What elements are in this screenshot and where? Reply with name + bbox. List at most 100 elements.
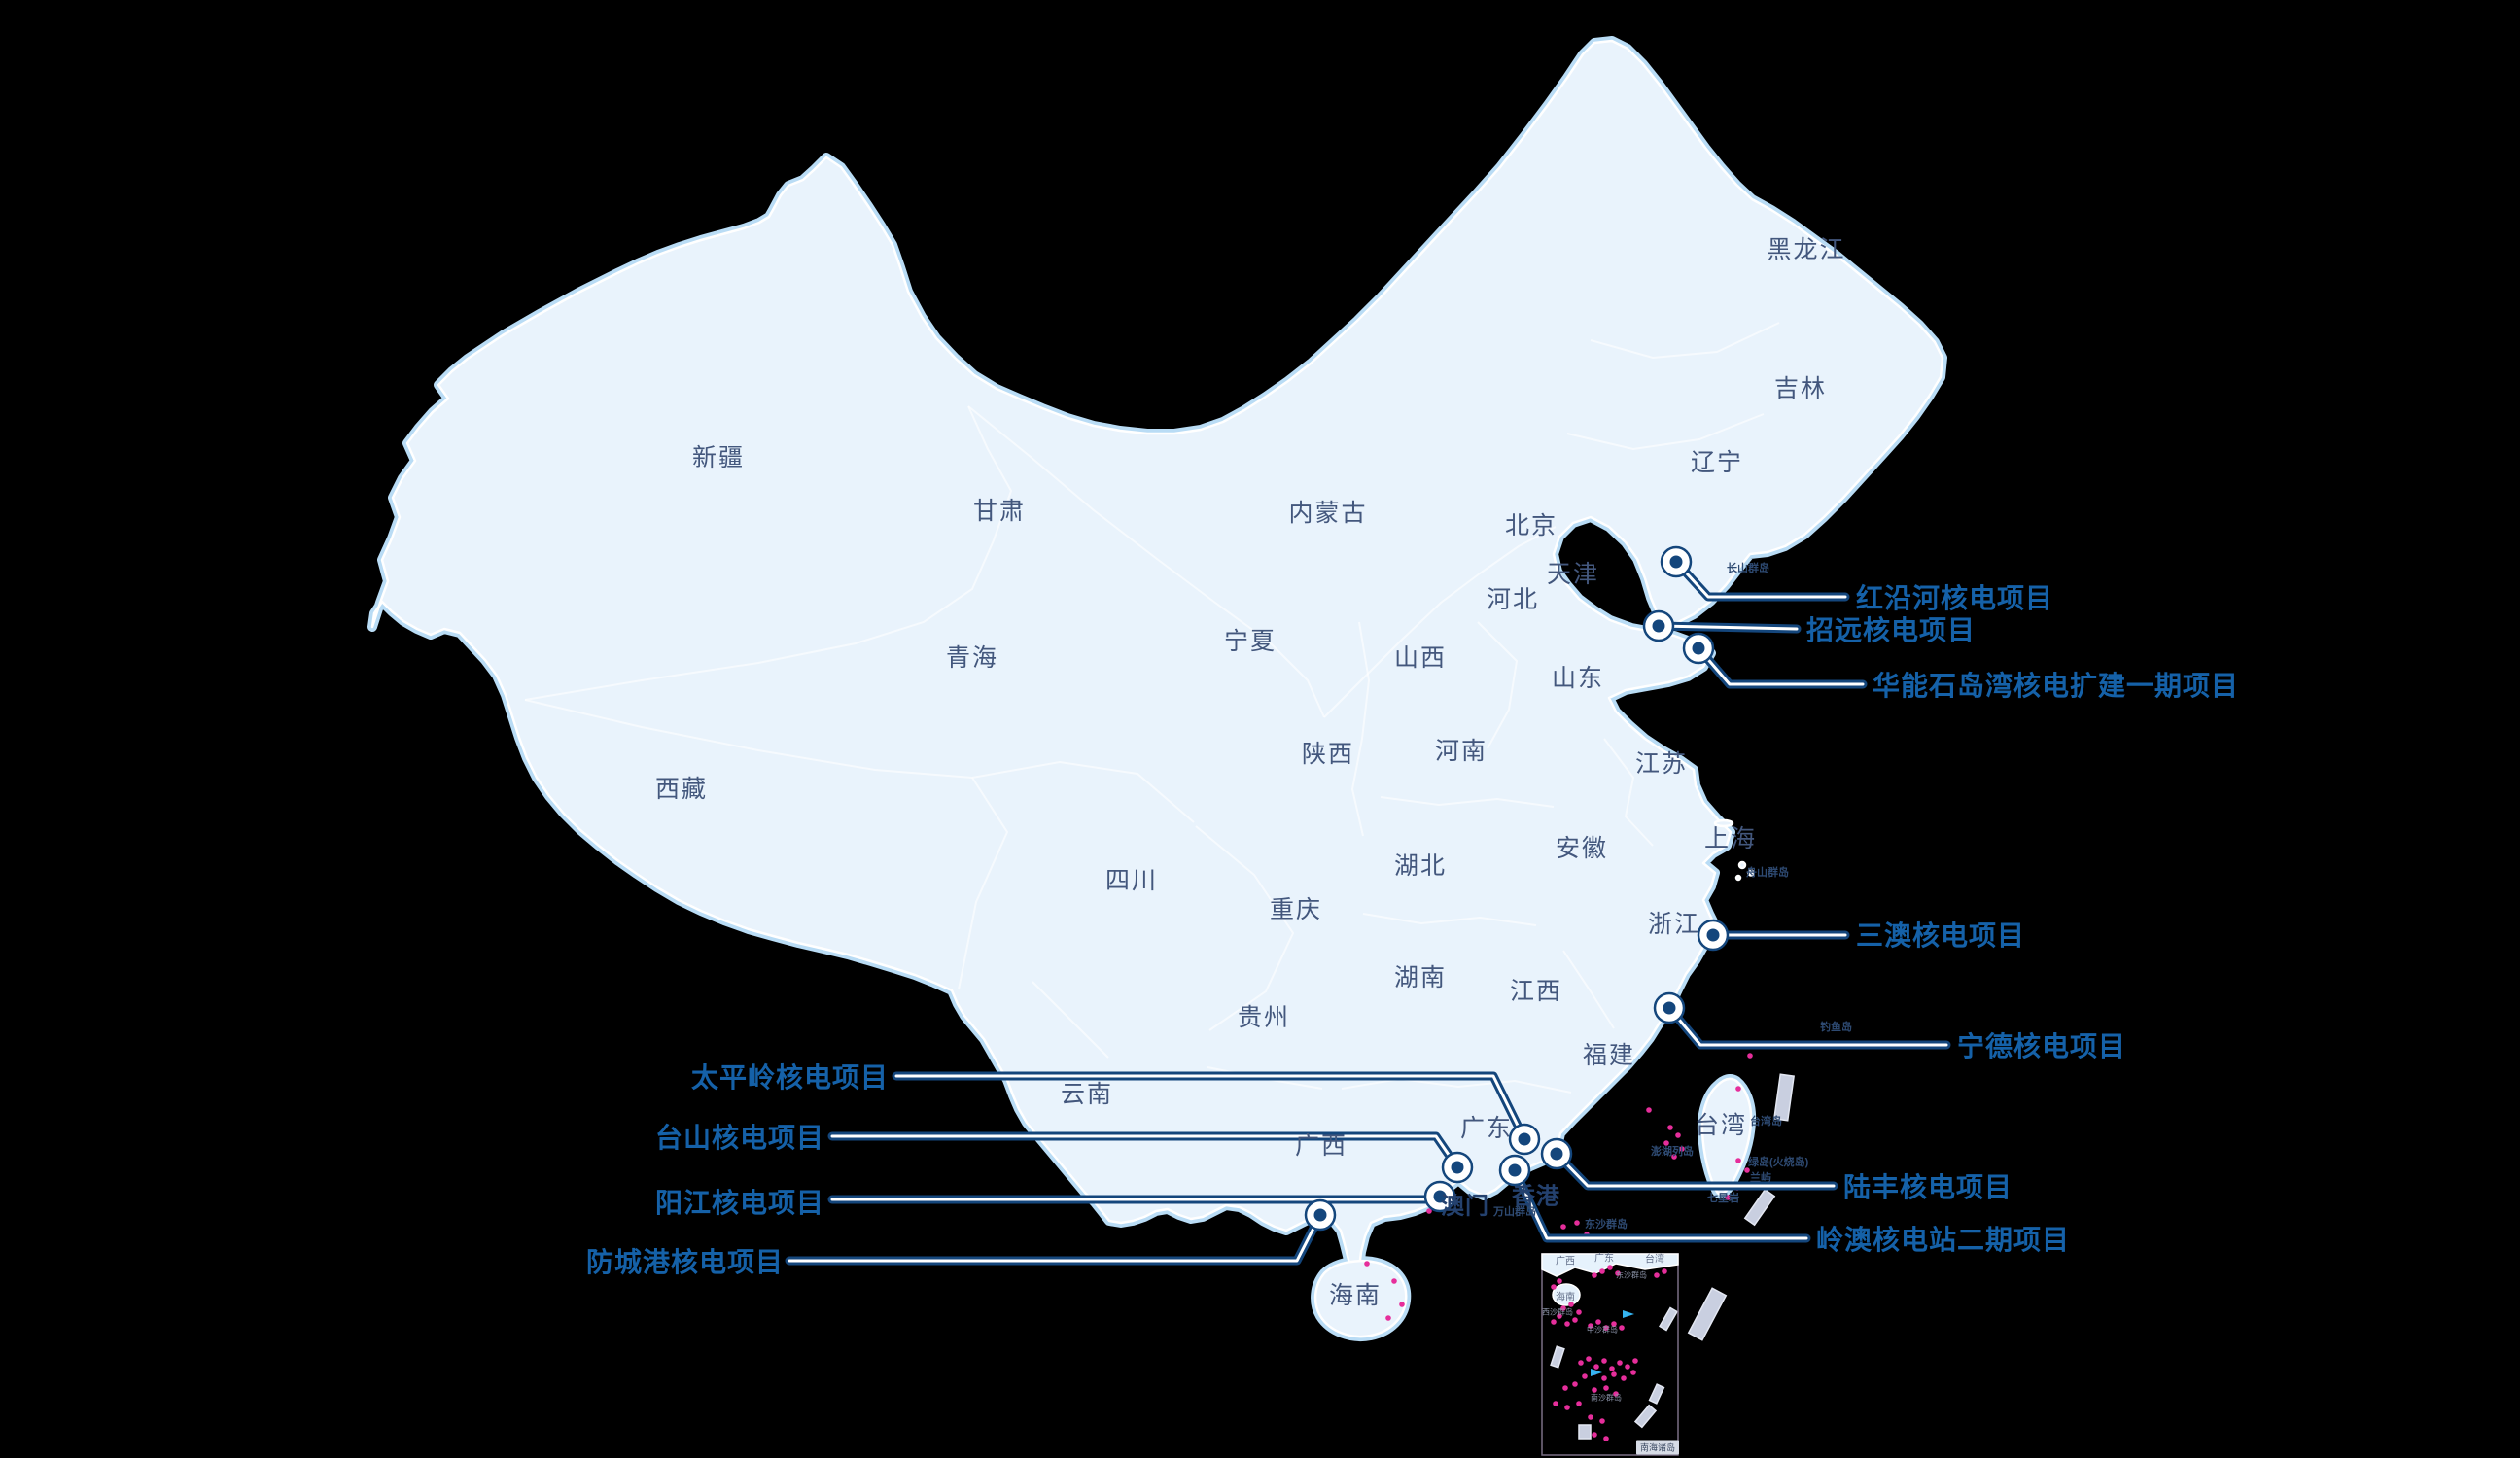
project-dot[interactable] [1540, 1137, 1573, 1170]
pink-island-marker [1667, 1125, 1673, 1130]
gray-3d-bar [1659, 1306, 1678, 1332]
pink-island-marker [1611, 1321, 1617, 1327]
pink-island-marker [1735, 1086, 1741, 1092]
pink-island-marker [1613, 1391, 1619, 1397]
island-label: 兰屿 [1750, 1172, 1771, 1184]
province-border-line [971, 760, 1195, 823]
province-label-河北: 河北 [1486, 586, 1540, 613]
project-label[interactable]: 红沿河核电项目 [1856, 583, 2054, 613]
region-label-澳门: 澳门 [1441, 1193, 1489, 1220]
gray-3d-bar [1550, 1345, 1565, 1369]
province-label-贵州: 贵州 [1237, 1004, 1291, 1031]
gray-3d-bar [1648, 1383, 1665, 1405]
pink-island-marker [1725, 1195, 1731, 1200]
project-label[interactable]: 阳江核电项目 [654, 1188, 824, 1218]
project-label[interactable]: 三澳核电项目 [1856, 920, 2026, 951]
province-label-重庆: 重庆 [1269, 896, 1323, 923]
island-label: 台湾岛 [1750, 1116, 1782, 1128]
project-label[interactable]: 陆丰核电项目 [1843, 1172, 2013, 1202]
province-border-line [524, 699, 973, 779]
leader-line-casing [1664, 1003, 1951, 1050]
project-dot-center [1451, 1161, 1464, 1174]
project-dot[interactable] [1508, 1123, 1541, 1156]
pink-island-marker [1592, 1387, 1597, 1393]
project-dot[interactable] [1660, 545, 1693, 578]
pink-island-markers [1364, 1053, 1753, 1441]
project-label[interactable]: 防城港核电项目 [585, 1247, 784, 1277]
inset-micro-label: 中沙群岛 [1587, 1325, 1618, 1335]
province-label-江苏: 江苏 [1634, 750, 1689, 778]
pink-island-marker [1576, 1309, 1582, 1315]
project-dot[interactable] [1498, 1154, 1531, 1187]
province-label-湖南: 湖南 [1393, 964, 1448, 991]
leader-line-core [1657, 624, 1799, 631]
province-label-湖北: 湖北 [1393, 852, 1448, 880]
project-label[interactable]: 宁德核电项目 [1957, 1031, 2127, 1061]
province-borders [524, 322, 1780, 1094]
inset-micro-label: 东沙群岛 [1616, 1270, 1647, 1280]
pink-island-marker [1592, 1272, 1597, 1278]
project-dot[interactable] [1682, 632, 1715, 665]
project-dot[interactable] [1697, 919, 1730, 952]
project-dot[interactable] [1653, 991, 1686, 1024]
province-border-line [1323, 526, 1557, 718]
pink-island-marker [1553, 1401, 1558, 1406]
project-dot[interactable] [1423, 1180, 1456, 1213]
province-label-吉林: 吉林 [1773, 375, 1828, 402]
pink-island-marker [1679, 1146, 1685, 1152]
gray-3d-bar [1773, 1073, 1795, 1122]
project-label[interactable]: 华能石岛湾核电扩建一期项目 [1872, 671, 2240, 701]
province-border-line [1590, 322, 1780, 360]
project-label[interactable]: 岭澳核电站二期项目 [1816, 1225, 2071, 1255]
pink-island-marker [1609, 1366, 1615, 1371]
inset-label-台湾: 台湾 [1645, 1254, 1664, 1266]
province-label-辽宁: 辽宁 [1690, 449, 1744, 476]
province-label-内蒙古: 内蒙古 [1288, 500, 1368, 527]
pink-island-marker [1557, 1313, 1562, 1319]
province-border-line [1032, 981, 1109, 1059]
leader-line-casing [785, 1210, 1325, 1266]
island-label: 舟山群岛 [1746, 867, 1789, 879]
island-label: 万山群岛 [1493, 1206, 1536, 1218]
region-label-香港: 香港 [1512, 1183, 1560, 1210]
pink-island-marker [1601, 1375, 1607, 1381]
project-dot-center [1662, 1001, 1676, 1015]
pink-island-marker [1564, 1405, 1570, 1410]
province-label-四川: 四川 [1104, 867, 1159, 894]
project-dot-center [1692, 642, 1705, 655]
project-dot[interactable] [1304, 1198, 1337, 1232]
pink-island-marker [1654, 1272, 1660, 1278]
pink-island-marker [1426, 1208, 1432, 1214]
land [370, 39, 1944, 1338]
gray-3d-bar [1578, 1424, 1592, 1440]
pink-island-marker [1662, 1268, 1667, 1274]
inset-label-海南: 海南 [1556, 1292, 1575, 1303]
project-dot[interactable] [1441, 1151, 1474, 1184]
pink-island-marker [1619, 1325, 1625, 1331]
province-border-line [1562, 950, 1615, 1029]
pink-island-marker [1578, 1360, 1584, 1366]
pink-island-marker [1557, 1278, 1562, 1284]
province-border-line [1380, 796, 1555, 808]
pink-island-marker [1625, 1364, 1630, 1370]
pink-island-marker [1562, 1385, 1568, 1391]
project-label[interactable]: 台山核电项目 [654, 1123, 824, 1153]
province-border-line [1195, 825, 1295, 1031]
gray-3d-bars [1550, 1073, 1795, 1440]
pink-island-marker [1621, 1375, 1627, 1381]
pink-island-marker [1588, 1414, 1593, 1420]
province-label-上海: 上海 [1703, 825, 1758, 852]
leader-line-core [1513, 1168, 1808, 1240]
pink-island-marker [1744, 1167, 1750, 1173]
island-label: 东沙群岛 [1585, 1219, 1628, 1231]
province-label-江西: 江西 [1509, 978, 1563, 1005]
pink-island-marker [1560, 1224, 1566, 1230]
inset-micro-label: 南沙群岛 [1591, 1393, 1622, 1403]
project-dot[interactable] [1642, 609, 1675, 642]
province-border-line [1566, 413, 1765, 451]
project-label[interactable]: 太平岭核电项目 [690, 1062, 889, 1093]
project-label[interactable]: 招远核电项目 [1806, 615, 1977, 645]
blue-arrow-markers [1591, 1310, 1634, 1376]
province-label-陕西: 陕西 [1301, 741, 1355, 768]
